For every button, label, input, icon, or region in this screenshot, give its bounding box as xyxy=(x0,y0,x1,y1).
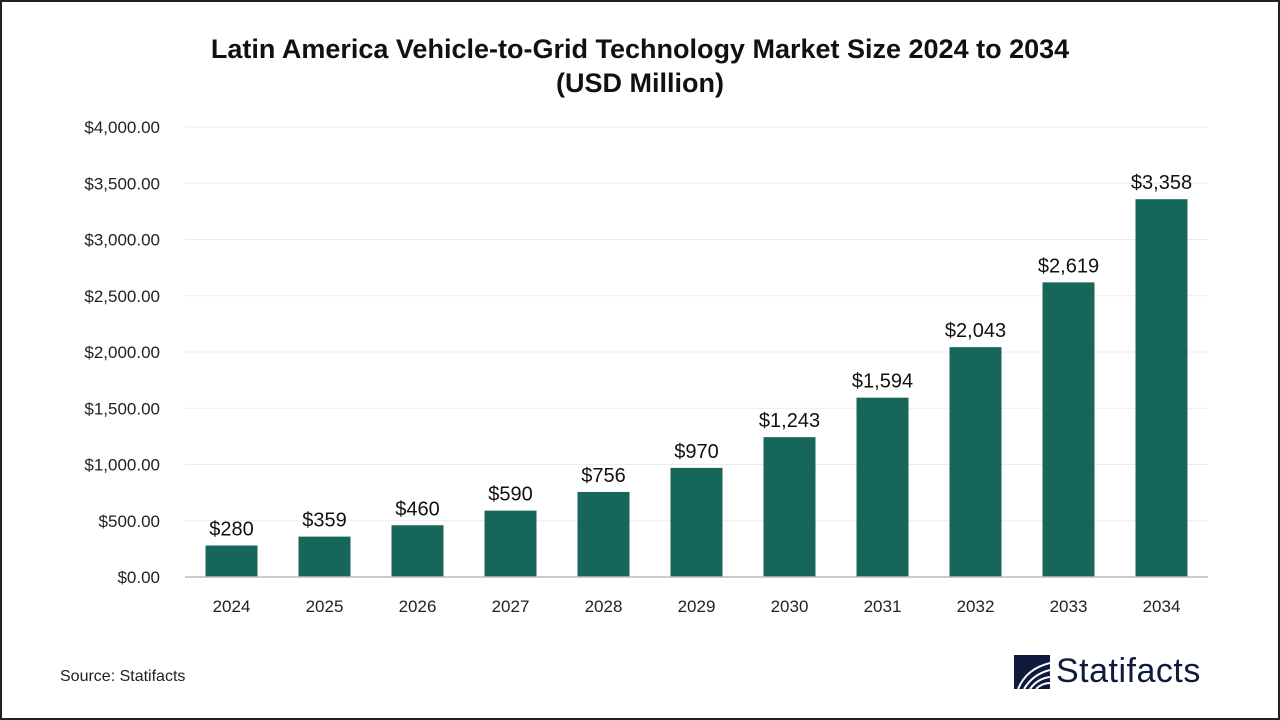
y-tick-label: $1,000.00 xyxy=(84,456,160,475)
y-tick-label: $1,500.00 xyxy=(84,399,160,418)
data-label: $1,243 xyxy=(759,410,820,432)
y-tick-label: $2,000.00 xyxy=(84,343,160,362)
source-note: Source: Statifacts xyxy=(60,668,186,685)
x-tick-label: 2026 xyxy=(399,597,437,616)
data-label: $590 xyxy=(488,484,533,506)
data-label: $359 xyxy=(302,510,347,532)
x-tick-label: 2028 xyxy=(585,597,623,616)
bar xyxy=(1135,199,1188,577)
bar xyxy=(484,510,537,577)
chart-title: Latin America Vehicle-to-Grid Technology… xyxy=(210,34,1070,64)
data-label: $2,043 xyxy=(945,320,1006,342)
data-label: $1,594 xyxy=(852,371,913,393)
y-tick-label: $0.00 xyxy=(117,568,160,587)
bar xyxy=(205,545,258,577)
y-tick-label: $3,000.00 xyxy=(84,231,160,250)
chart-subtitle: (USD Million) xyxy=(556,68,724,98)
bar xyxy=(763,437,816,577)
x-tick-label: 2032 xyxy=(957,597,995,616)
x-tick-label: 2030 xyxy=(771,597,809,616)
data-label: $756 xyxy=(581,465,626,487)
x-tick-label: 2034 xyxy=(1143,597,1181,616)
y-tick-label: $2,500.00 xyxy=(84,287,160,306)
data-label: $460 xyxy=(395,498,440,520)
data-label: $970 xyxy=(674,441,719,463)
bar xyxy=(391,525,444,577)
bar xyxy=(1042,282,1095,577)
x-tick-label: 2024 xyxy=(213,597,251,616)
x-tick-label: 2027 xyxy=(492,597,530,616)
statifacts-logo: Statifacts xyxy=(1014,652,1201,691)
data-label: $280 xyxy=(209,519,254,541)
x-tick-label: 2029 xyxy=(678,597,716,616)
y-tick-label: $4,000.00 xyxy=(84,118,160,137)
bar xyxy=(577,491,630,577)
x-tick-label: 2033 xyxy=(1050,597,1088,616)
logo-text: Statifacts xyxy=(1056,652,1201,690)
data-label: $2,619 xyxy=(1038,255,1099,277)
statifacts-logo-icon xyxy=(1014,654,1050,689)
y-tick-label: $3,500.00 xyxy=(84,174,160,193)
bar xyxy=(949,347,1002,577)
x-tick-label: 2025 xyxy=(306,597,344,616)
bar xyxy=(670,467,723,577)
y-tick-label: $500.00 xyxy=(99,512,160,531)
bar xyxy=(298,536,351,577)
data-label: $3,358 xyxy=(1131,172,1192,194)
bar xyxy=(856,397,909,577)
x-tick-label: 2031 xyxy=(864,597,902,616)
